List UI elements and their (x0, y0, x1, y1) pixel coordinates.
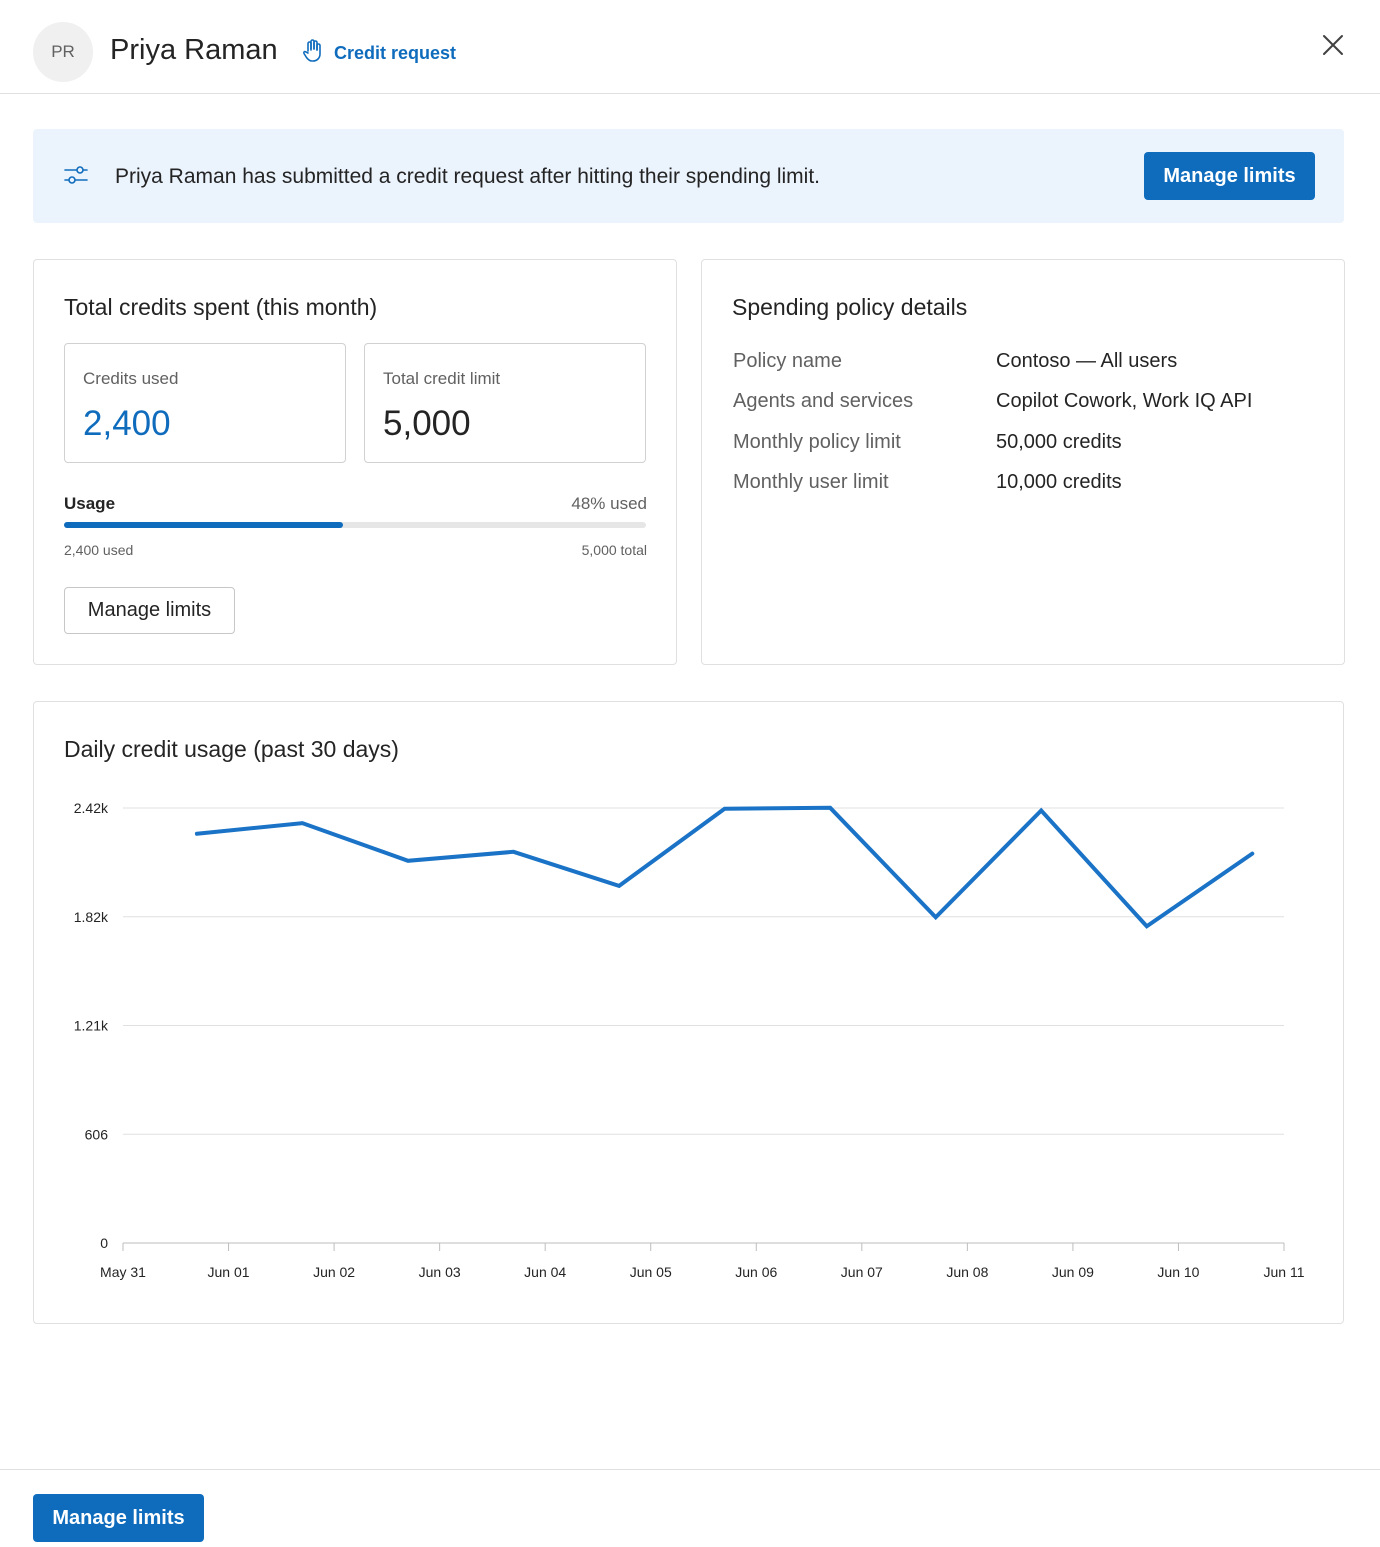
credits-card: Total credits spent (this month) Credits… (33, 259, 677, 665)
x-tick-label: Jun 07 (841, 1264, 883, 1280)
banner-manage-limits-button[interactable]: Manage limits (1144, 152, 1315, 200)
x-tick-label: Jun 10 (1157, 1264, 1199, 1280)
usage-total-text: 5,000 total (581, 542, 647, 558)
card-manage-limits-button[interactable]: Manage limits (64, 587, 235, 634)
usage-series-line (194, 805, 1255, 929)
y-tick-label: 606 (85, 1126, 109, 1142)
total-limit-label: Total credit limit (383, 369, 501, 388)
hand-raise-icon (302, 38, 326, 69)
banner-message: Priya Raman has submitted a credit reque… (115, 165, 821, 188)
policy-card: Spending policy details Policy name Cont… (701, 259, 1345, 665)
y-tick-label: 0 (100, 1235, 108, 1251)
chart-title: Daily credit usage (past 30 days) (64, 736, 399, 762)
x-tick-label: Jun 02 (313, 1264, 355, 1280)
x-tick-label: May 31 (100, 1264, 146, 1280)
panel-footer: Manage limits (0, 1469, 1380, 1547)
x-tick-label: Jun 06 (735, 1264, 777, 1280)
y-tick-label: 2.42k (74, 800, 109, 816)
y-tick-label: 1.82k (74, 909, 109, 925)
x-tick-label: Jun 04 (524, 1264, 566, 1280)
policy-key: Policy name (733, 350, 842, 372)
usage-used-text: 2,400 used (64, 542, 134, 558)
daily-usage-line-chart: 0 606 1.21k 1.82k 2.42k May 31 Jun 01 Jun 02 Jun… (74, 800, 1305, 1280)
policy-value: Contoso — All users (996, 350, 1178, 372)
total-limit-box: Total credit limit 5,000 (364, 343, 646, 463)
usage-progress-bar (64, 522, 646, 528)
credits-used-value: 2,400 (83, 404, 171, 443)
policy-key: Monthly policy limit (733, 431, 901, 453)
x-tick-label: Jun 03 (419, 1264, 461, 1280)
credits-used-box: Credits used 2,400 (64, 343, 346, 463)
credit-request-label: Credit request (334, 43, 457, 63)
footer-manage-limits-button[interactable]: Manage limits (33, 1494, 204, 1542)
x-tick-label: Jun 08 (946, 1264, 988, 1280)
usage-progress-fill (64, 522, 344, 528)
credits-used-label: Credits used (83, 369, 179, 388)
policy-key: Monthly user limit (733, 471, 889, 493)
x-tick-label: Jun 05 (630, 1264, 672, 1280)
close-icon[interactable] (1318, 30, 1348, 60)
usage-label: Usage (64, 494, 116, 513)
usage-percent: 48% used (571, 494, 647, 513)
panel-header: PR Priya Raman Credit request (0, 0, 1380, 94)
x-tick-label: Jun 11 (1264, 1264, 1305, 1280)
credits-card-title: Total credits spent (this month) (64, 294, 378, 320)
policy-value: 50,000 credits (996, 431, 1122, 453)
credit-request-link[interactable]: Credit request (302, 38, 456, 69)
x-tick-label: Jun 01 (208, 1264, 250, 1280)
policy-value: 10,000 credits (996, 471, 1122, 493)
x-tick-label: Jun 09 (1052, 1264, 1094, 1280)
chart-card: Daily credit usage (past 30 days) 0 606 1.… (33, 701, 1344, 1324)
policy-value: Copilot Cowork, Work IQ API (996, 390, 1253, 412)
policy-key: Agents and services (733, 390, 914, 412)
credit-request-banner: Priya Raman has submitted a credit reque… (33, 129, 1344, 223)
policy-card-title: Spending policy details (732, 294, 968, 320)
total-limit-value: 5,000 (383, 404, 471, 443)
avatar: PR (33, 22, 93, 82)
y-tick-label: 1.21k (74, 1018, 109, 1034)
sliders-icon (63, 162, 89, 193)
user-name: Priya Raman (110, 34, 278, 66)
